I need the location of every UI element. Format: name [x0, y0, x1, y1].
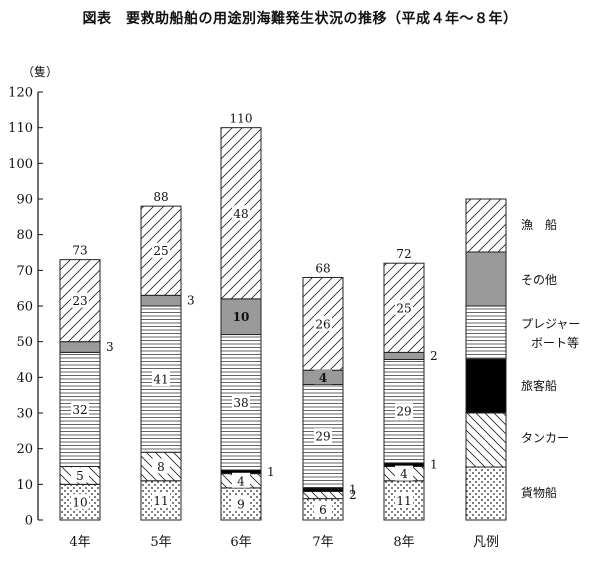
segment-value-label: 38 — [233, 396, 248, 410]
segment-value-label: 4 — [319, 371, 327, 385]
segment-label-background — [152, 492, 170, 508]
segment-label-background — [395, 403, 413, 419]
bar-total-label: 88 — [153, 190, 168, 204]
segment-value-label: 48 — [233, 207, 248, 221]
legend-entry-label: プレジャー — [521, 317, 580, 331]
y-tick-label: 80 — [16, 228, 33, 243]
bar-segment — [302, 490, 344, 500]
chart-title: 図表 要救助船舶の用途別海難発生状況の推移（平成４年～８年） — [82, 11, 518, 27]
bar-segment — [140, 294, 182, 307]
legend-swatch — [465, 358, 507, 414]
segment-label-background — [232, 495, 250, 511]
segment-label-background — [395, 492, 413, 508]
segment-value-label: 29 — [315, 430, 330, 444]
segment-value-label: 2 — [430, 349, 438, 363]
y-tick-label: 10 — [16, 478, 33, 493]
x-category-label: 6年 — [230, 535, 251, 550]
segment-label-background — [395, 299, 413, 315]
segment-value-label: 4 — [237, 474, 245, 488]
segment-label-background — [232, 472, 250, 488]
segment-value-label: 11 — [153, 494, 168, 508]
segment-value-label: 41 — [153, 373, 168, 387]
segment-value-label: 6 — [319, 503, 327, 517]
segment-value-label: 8 — [157, 460, 165, 474]
segment-label-background — [232, 205, 250, 221]
y-tick-label: 120 — [8, 86, 33, 101]
segment-value-label: 4 — [400, 467, 408, 481]
y-tick-label: 20 — [16, 442, 33, 457]
legend-entry-label: ボート等 — [531, 336, 579, 350]
segment-value-label: 3 — [106, 340, 114, 354]
legend-entry-label: 旅客船 — [521, 378, 557, 393]
segment-label-background — [314, 315, 332, 331]
segment-value-label: 1 — [349, 483, 357, 497]
y-tick-label: 0 — [25, 514, 33, 529]
bar-segment — [302, 487, 344, 492]
segment-label-background — [71, 401, 89, 417]
segment-value-label: 25 — [153, 244, 168, 258]
segment-label-background — [314, 428, 332, 444]
segment-label-background — [314, 369, 332, 385]
segment-value-label: 11 — [396, 494, 411, 508]
y-tick-label: 90 — [16, 193, 33, 208]
segment-value-label: 2 — [349, 488, 357, 502]
bar-total-label: 72 — [396, 247, 411, 261]
legend-entry-label: 貨物船 — [521, 485, 557, 500]
segment-label-background — [232, 308, 250, 324]
segment-value-label: 1 — [267, 465, 275, 479]
legend-entry-label: 漁 船 — [521, 218, 557, 232]
y-tick-label: 60 — [16, 300, 33, 315]
bar-total-label: 110 — [230, 112, 253, 126]
y-tick-label: 50 — [16, 335, 33, 350]
x-category-label: 4年 — [69, 535, 90, 550]
bar-segment — [383, 351, 425, 361]
legend-swatch — [465, 466, 507, 521]
segment-value-label: 10 — [233, 310, 250, 324]
segment-value-label: 9 — [237, 497, 245, 511]
legend-entry-label: その他 — [521, 273, 557, 287]
y-axis-unit-label: （隻） — [22, 64, 58, 79]
segment-value-label: 5 — [76, 469, 84, 483]
legend-swatch — [465, 198, 507, 253]
y-tick-label: 30 — [16, 407, 33, 422]
segment-label-background — [71, 494, 89, 510]
segment-label-background — [152, 371, 170, 387]
segment-label-background — [71, 467, 89, 483]
segment-label-background — [152, 242, 170, 258]
segment-value-label: 3 — [187, 294, 195, 308]
segment-value-label: 25 — [396, 301, 411, 315]
bar-segment — [59, 341, 101, 353]
legend-swatch — [465, 305, 507, 360]
x-category-label: 7年 — [312, 535, 333, 550]
segment-label-background — [232, 394, 250, 410]
segment-value-label: 10 — [72, 496, 87, 510]
segment-value-label: 32 — [72, 403, 87, 417]
legend-swatch — [465, 251, 507, 307]
bar-total-label: 68 — [315, 261, 330, 275]
segment-value-label: 23 — [72, 294, 87, 308]
legend-swatch — [465, 412, 507, 468]
bar-total-label: 73 — [72, 244, 87, 258]
segment-value-label: 26 — [315, 317, 330, 331]
x-category-label: 5年 — [150, 535, 171, 550]
segment-label-background — [395, 465, 413, 481]
y-tick-label: 70 — [16, 264, 33, 279]
segment-label-background — [152, 458, 170, 474]
y-tick-label: 110 — [8, 121, 33, 136]
x-category-label: 8年 — [393, 535, 414, 550]
legend-entry-label: タンカー — [521, 431, 569, 445]
segment-value-label: 29 — [396, 405, 411, 419]
segment-label-background — [314, 501, 332, 517]
segment-label-background — [71, 292, 89, 308]
y-tick-label: 40 — [16, 371, 33, 386]
segment-value-label: 1 — [430, 458, 438, 472]
legend-category-label: 凡例 — [473, 535, 499, 550]
y-tick-label: 100 — [8, 157, 33, 172]
